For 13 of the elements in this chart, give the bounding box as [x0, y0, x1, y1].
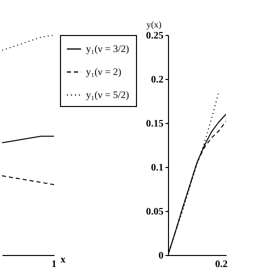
- text: 0.2: [215, 259, 228, 270]
- y-tick-label: 0.2: [151, 74, 164, 86]
- y-tick-label: 0.25: [146, 30, 164, 42]
- y-tick-label: 0.15: [146, 118, 164, 130]
- y-tick-label: 0.1: [151, 162, 164, 174]
- y-tick-label: 0: [158, 250, 164, 262]
- text: 1: [52, 259, 56, 270]
- x-axis-title: x: [60, 254, 66, 266]
- y-tick-label: 0.05: [146, 206, 164, 218]
- legend-label: y₁(ν = 5/2): [86, 90, 130, 101]
- legend-label: y₁(ν = 2): [86, 67, 122, 78]
- y-axis-title: y(x): [146, 20, 162, 30]
- legend-label: y₁(ν = 3/2): [86, 44, 130, 55]
